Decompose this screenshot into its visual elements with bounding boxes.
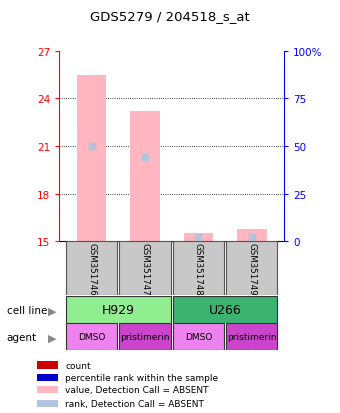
Bar — [37, 362, 58, 369]
Text: percentile rank within the sample: percentile rank within the sample — [65, 373, 219, 382]
Bar — [173, 242, 224, 295]
Text: U266: U266 — [209, 303, 241, 316]
Text: H929: H929 — [102, 303, 135, 316]
Bar — [66, 323, 117, 350]
Text: GDS5279 / 204518_s_at: GDS5279 / 204518_s_at — [90, 10, 250, 23]
Text: ▶: ▶ — [49, 332, 57, 342]
Bar — [77, 75, 106, 242]
Text: agent: agent — [7, 332, 37, 342]
Bar — [66, 296, 171, 323]
Bar — [37, 386, 58, 393]
Text: GSM351748: GSM351748 — [194, 242, 203, 295]
Text: GSM351749: GSM351749 — [247, 242, 256, 295]
Bar — [173, 296, 277, 323]
Bar — [226, 242, 277, 295]
Bar — [237, 230, 267, 242]
Bar — [119, 242, 171, 295]
Bar — [130, 112, 160, 242]
Text: pristimerin: pristimerin — [120, 332, 170, 341]
Text: cell line: cell line — [7, 306, 47, 316]
Text: rank, Detection Call = ABSENT: rank, Detection Call = ABSENT — [65, 399, 204, 408]
Text: value, Detection Call = ABSENT: value, Detection Call = ABSENT — [65, 385, 209, 394]
Text: count: count — [65, 361, 91, 370]
Bar — [119, 323, 171, 350]
Text: GSM351747: GSM351747 — [140, 242, 150, 295]
Bar — [184, 234, 213, 242]
Bar — [226, 323, 277, 350]
Bar — [66, 242, 117, 295]
Bar — [37, 374, 58, 381]
Text: ▶: ▶ — [49, 306, 57, 316]
Bar — [173, 323, 224, 350]
Text: pristimerin: pristimerin — [227, 332, 277, 341]
Text: DMSO: DMSO — [185, 332, 212, 341]
Text: DMSO: DMSO — [78, 332, 105, 341]
Text: GSM351746: GSM351746 — [87, 242, 96, 295]
Bar — [37, 400, 58, 407]
